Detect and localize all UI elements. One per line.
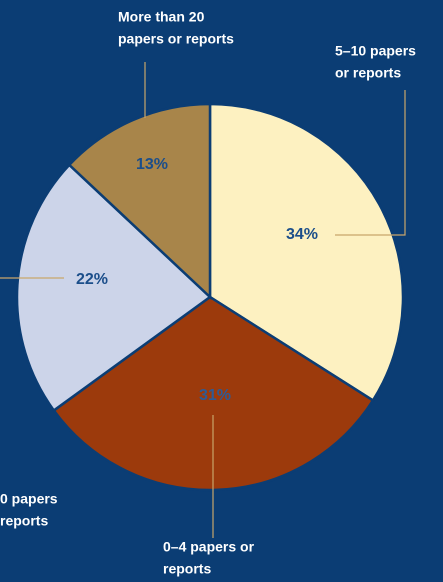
value-label: 13% <box>136 156 168 173</box>
slice-label: reports <box>0 513 48 529</box>
pie-slice <box>52 295 375 492</box>
slice-label: 0–4 papers or <box>163 539 255 555</box>
value-label: 34% <box>286 226 318 243</box>
slice-label: More than 20 <box>118 9 205 25</box>
leader-line <box>335 90 406 236</box>
slice-label: papers or reports <box>118 31 234 47</box>
pie-slice <box>67 102 212 300</box>
slice-label: or reports <box>335 65 401 81</box>
slice-label: reports <box>163 561 211 577</box>
value-label: 31% <box>199 387 231 404</box>
value-label: 22% <box>76 271 108 288</box>
pie-slice <box>15 163 212 413</box>
slice-label: 0 papers <box>0 491 58 507</box>
slice-label: 5–10 papers <box>335 43 416 59</box>
